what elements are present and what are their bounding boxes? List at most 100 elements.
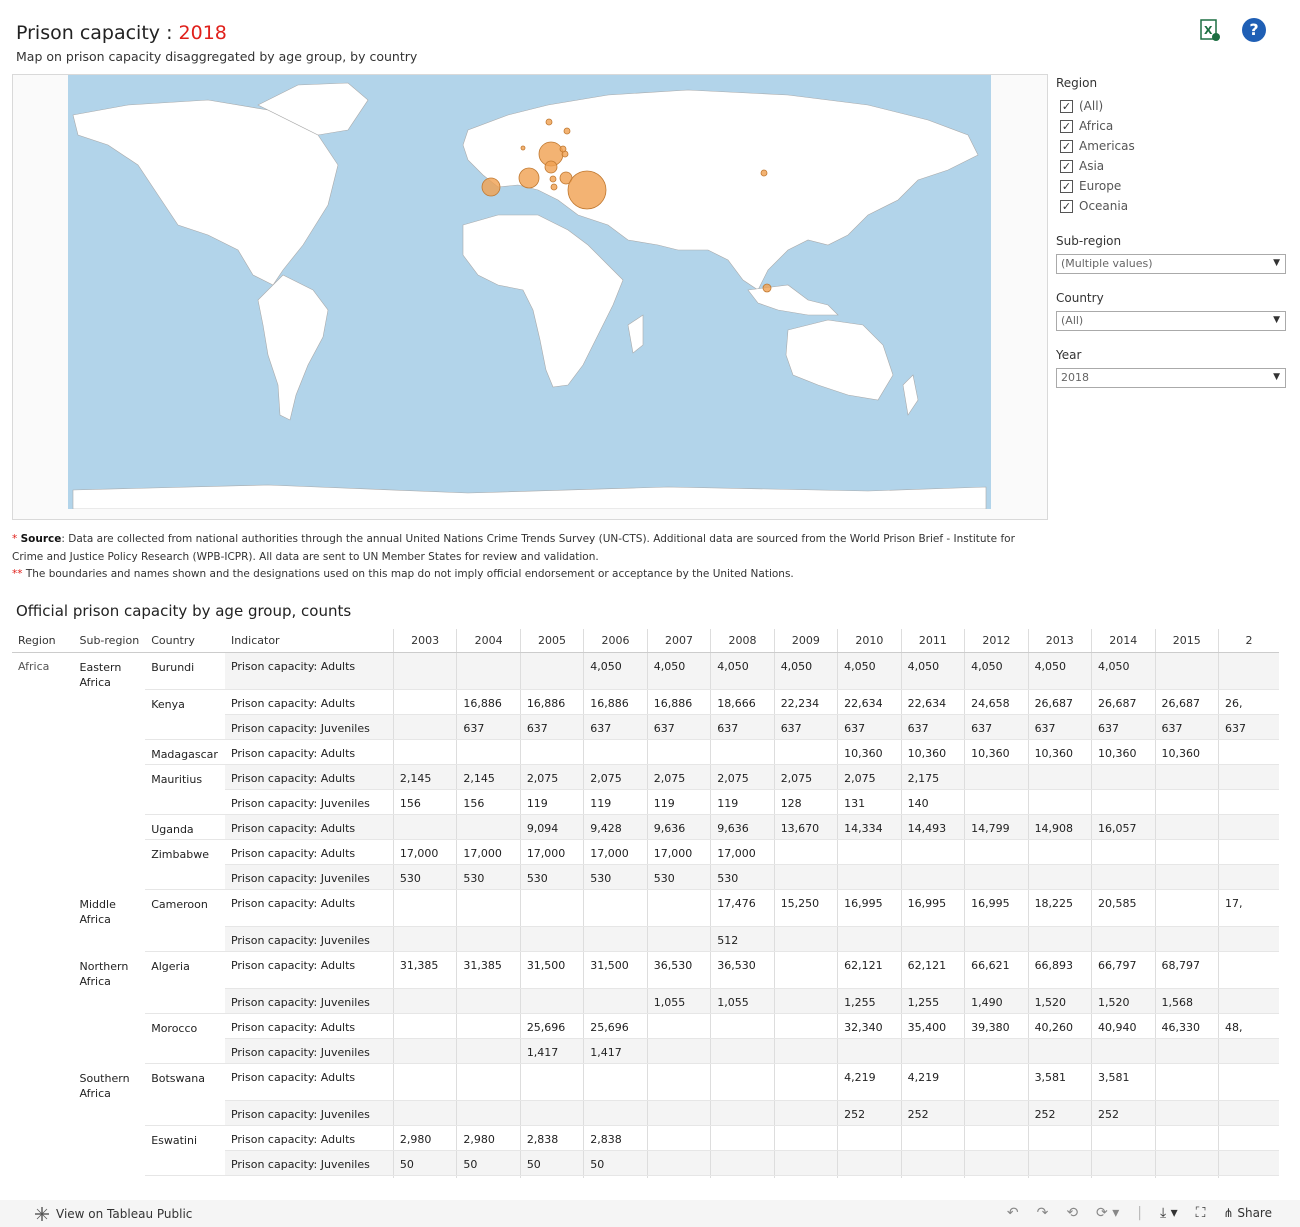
value-cell: 2,936 [646,1175,711,1178]
value-cell: 637 [964,714,1029,740]
column-header-year[interactable]: 2013 [1027,629,1092,653]
value-cell [1027,839,1092,865]
chevron-down-icon: ▼ [1273,315,1280,325]
column-header-year[interactable]: 2011 [900,629,965,653]
column-header-subregion[interactable]: Sub-region [73,629,146,653]
column-header-year[interactable]: 2 [1217,629,1279,653]
indicator-cell: Prison capacity: Adults [224,1013,394,1039]
view-on-tableau-link[interactable]: View on Tableau Public [34,1206,192,1222]
region-option[interactable]: ✓ Asia [1060,159,1105,173]
value-cell: 22,634 [837,689,902,715]
column-header-year[interactable]: 2012 [964,629,1029,653]
value-cell [964,1063,1029,1101]
value-cell [1091,1038,1155,1064]
subregion-cell [74,1176,146,1179]
indicator-cell: Prison capacity: Adults [224,814,394,840]
share-button[interactable]: ⋔ Share [1223,1206,1272,1220]
revert-icon[interactable]: ⟲ [1066,1205,1079,1221]
capacity-bubble[interactable] [762,283,772,293]
help-icon[interactable]: ? [1242,18,1266,42]
table-row: Prison capacity: Juveniles 637 637 637 637 63… [12,714,1279,740]
download-icon[interactable]: ⤓ ▾ [1159,1205,1178,1221]
value-cell [1027,764,1092,790]
column-header-year[interactable]: 2015 [1154,629,1219,653]
value-cell [392,1063,457,1101]
region-option[interactable]: ✓ Europe [1060,179,1122,193]
value-cell [1027,1150,1092,1176]
subregion-dropdown[interactable]: (Multiple values) ▼ [1056,254,1286,274]
value-cell: 2,075 [710,764,775,790]
value-cell [519,1175,584,1178]
refresh-icon[interactable]: ⟳ ▾ [1096,1205,1120,1221]
region-cell [12,890,74,927]
region-option[interactable]: ✓ Americas [1060,139,1135,153]
capacity-bubble[interactable] [518,167,540,189]
value-cell: 1,520 [1027,988,1092,1014]
column-header-year[interactable]: 2006 [583,629,648,653]
capacity-bubble[interactable] [520,145,526,151]
country-dropdown[interactable]: (All) ▼ [1056,311,1286,331]
capacity-bubble[interactable] [550,183,558,191]
value-cell [456,988,521,1014]
region-option[interactable]: ✓ Africa [1060,119,1114,133]
value-cell: 156 [392,789,457,815]
capacity-bubble[interactable] [544,160,558,174]
undo-icon[interactable]: ↶ [1006,1205,1019,1221]
value-cell [392,926,457,952]
column-header-year[interactable]: 2004 [456,629,521,653]
value-cell: 10,360 [900,739,965,765]
region-option[interactable]: ✓ Oceania [1060,199,1129,213]
value-cell: 17,000 [392,839,457,865]
notes: * Source: Data are collected from nation… [12,531,1042,584]
country-cell: Lesotho [145,1175,225,1178]
world-map[interactable] [12,74,1048,520]
checkbox-icon[interactable]: ✓ [1060,199,1073,213]
excel-download-icon[interactable]: X [1198,18,1222,42]
checkbox-icon[interactable]: ✓ [1060,159,1073,173]
year-dropdown[interactable]: 2018 ▼ [1056,368,1286,388]
capacity-bubble[interactable] [481,177,501,197]
value-cell [1154,839,1219,865]
value-cell: 36,530 [710,951,775,989]
column-header-indicator[interactable]: Indicator [224,629,394,653]
value-cell: 156 [456,789,521,815]
title-year: 2018 [178,22,227,44]
indicator-cell: Prison capacity: Juveniles [224,1150,394,1176]
capacity-bubble[interactable] [549,175,557,183]
subregion-cell [74,1151,146,1176]
column-header-year[interactable]: 2007 [646,629,711,653]
value-cell [1027,926,1092,952]
capacity-table[interactable]: Region Sub-region Country Indicator 2003 2004… [12,629,1279,1178]
column-header-year[interactable]: 2014 [1091,629,1155,653]
fullscreen-icon[interactable]: ⛶ [1195,1205,1206,1221]
value-cell: 4,050 [964,652,1029,690]
capacity-bubble[interactable] [567,170,607,210]
value-cell [964,1100,1029,1126]
value-cell: 530 [583,864,648,890]
region-cell [12,1101,74,1126]
map-land [72,82,987,509]
checkbox-icon[interactable]: ✓ [1060,119,1073,133]
country-filter-label: Country [1056,291,1104,305]
column-header-year[interactable]: 2010 [837,629,902,653]
checkbox-icon[interactable]: ✓ [1060,99,1073,113]
checkbox-icon[interactable]: ✓ [1060,139,1073,153]
column-header-country[interactable]: Country [145,629,225,653]
region-option[interactable]: ✓ (All) [1060,99,1104,113]
value-cell: 66,621 [964,951,1029,989]
column-header-year[interactable]: 2003 [392,629,457,653]
subregion-cell [74,765,146,790]
column-header-year[interactable]: 2009 [773,629,838,653]
capacity-bubble[interactable] [545,118,553,126]
column-header-region[interactable]: Region [12,629,74,653]
capacity-bubble[interactable] [559,145,567,153]
value-cell [1217,864,1279,890]
column-header-year[interactable]: 2008 [710,629,775,653]
value-cell: 530 [646,864,711,890]
redo-icon[interactable]: ↷ [1036,1205,1049,1221]
column-header-year[interactable]: 2005 [519,629,584,653]
value-cell: 31,385 [456,951,521,989]
capacity-bubble[interactable] [760,169,768,177]
checkbox-icon[interactable]: ✓ [1060,179,1073,193]
capacity-bubble[interactable] [563,127,571,135]
